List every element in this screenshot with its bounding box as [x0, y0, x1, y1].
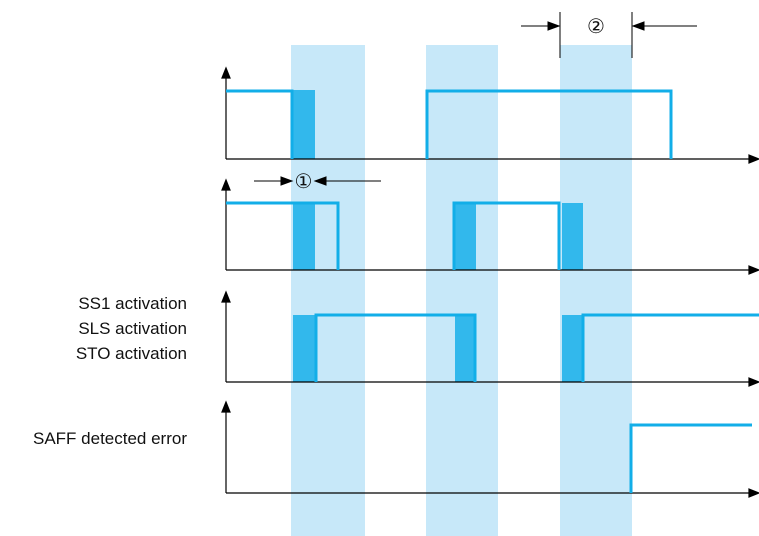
marker-2-label: ②: [587, 14, 605, 38]
label-saff-detected-error: SAFF detected error: [32, 429, 187, 448]
signal-row1-a: [226, 89, 294, 159]
pulse-1c: [293, 315, 315, 382]
signal-row3-a: [314, 313, 477, 382]
signal-row4: [629, 423, 752, 493]
signal-row2-b: [452, 201, 561, 270]
dimension-marker-2: [521, 12, 697, 58]
label-ss1-activation: SS1 activation: [78, 294, 187, 313]
signal-row2-a: [226, 201, 340, 270]
pulse-3a: [562, 203, 583, 270]
pulse-2a: [455, 203, 476, 270]
axes: [221, 66, 759, 498]
dimension-marker-1: [254, 176, 381, 186]
time-band-3: [560, 45, 632, 536]
pulse-2b: [455, 315, 476, 382]
signal-row1-b: [425, 89, 673, 159]
time-band-2: [426, 45, 498, 536]
pulse-3b: [562, 315, 583, 382]
label-sto-activation: STO activation: [75, 344, 187, 363]
pulse-1b: [293, 203, 315, 270]
marker-1-label: ①: [295, 169, 313, 193]
label-sls-activation: SLS activation: [78, 319, 187, 338]
signal-row3-b: [581, 313, 759, 382]
pulse-1a: [293, 90, 315, 159]
signals: [226, 89, 759, 493]
